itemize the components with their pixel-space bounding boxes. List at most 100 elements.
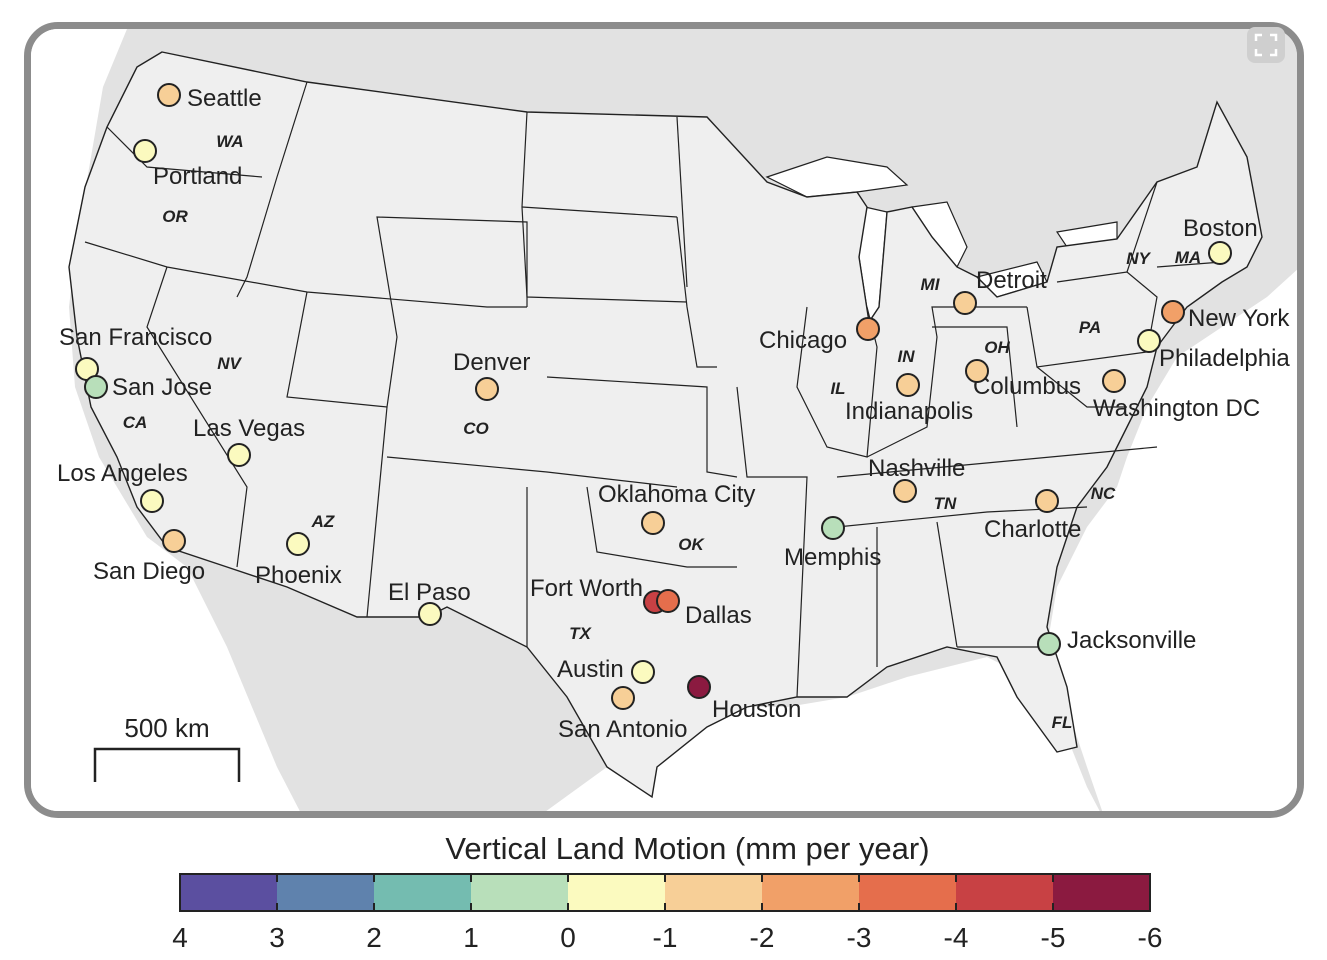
city-marker-chicago[interactable] [856, 317, 880, 341]
city-seattle[interactable]: Seattle [157, 83, 262, 112]
city-label-columbus: Columbus [973, 373, 1081, 400]
city-san-antonio[interactable]: San Antonio [558, 686, 687, 743]
city-label-san-antonio: San Antonio [558, 716, 687, 743]
city-label-portland: Portland [153, 163, 242, 190]
city-label-houston: Houston [712, 696, 801, 723]
colorbar-tick-label: -4 [943, 922, 969, 953]
city-san-francisco[interactable]: San Francisco [59, 324, 212, 381]
city-marker-houston[interactable] [687, 675, 711, 699]
city-marker-boston[interactable] [1208, 241, 1232, 265]
city-new-york[interactable]: New York [1161, 300, 1290, 332]
state-label-il: IL [830, 379, 845, 398]
city-marker-jacksonville[interactable] [1037, 632, 1061, 656]
scale-bar: 500 km [93, 713, 241, 782]
city-nashville[interactable]: Nashville [868, 455, 965, 503]
city-marker-san-antonio[interactable] [611, 686, 635, 710]
city-marker-nashville[interactable] [893, 479, 917, 503]
city-austin[interactable]: Austin [557, 656, 655, 684]
state-label-pa: PA [1079, 318, 1101, 337]
city-detroit[interactable]: Detroit [953, 267, 1047, 315]
city-label-chicago: Chicago [759, 327, 847, 354]
colorbar-bin-7 [859, 874, 956, 911]
state-label-tx: TX [569, 624, 592, 643]
state-label-ca: CA [123, 413, 148, 432]
state-label-nv: NV [217, 354, 242, 373]
map-canvas: 500 km WA OR CA NV AZ CO TX OK IL IN MI OH PA NY MA TN N… [31, 29, 1297, 811]
city-marker-dallas[interactable] [656, 589, 680, 613]
city-dallas[interactable]: Dallas [656, 589, 752, 629]
city-boston[interactable]: Boston [1183, 215, 1258, 265]
state-label-ma: MA [1175, 248, 1201, 267]
city-houston[interactable]: Houston [687, 675, 801, 723]
city-label-charlotte: Charlotte [984, 516, 1081, 543]
colorbar-tick-label: -5 [1040, 922, 1066, 953]
city-label-san-francisco: San Francisco [59, 324, 212, 351]
city-jacksonville[interactable]: Jacksonville [1037, 627, 1196, 656]
colorbar-bin-9 [1053, 874, 1150, 911]
city-denver[interactable]: Denver [453, 349, 530, 401]
city-marker-san-diego[interactable] [162, 529, 186, 553]
city-label-dallas: Dallas [685, 602, 752, 629]
colorbar-tick-label: 3 [269, 922, 285, 953]
city-label-austin: Austin [557, 656, 624, 683]
fullscreen-button[interactable] [1247, 27, 1285, 63]
city-washington-dc[interactable]: Washington DC [1093, 369, 1260, 422]
state-label-or: OR [162, 207, 188, 226]
city-san-jose[interactable]: San Jose [84, 374, 212, 401]
city-indianapolis[interactable]: Indianapolis [845, 373, 973, 425]
scale-bar-label: 500 km [124, 713, 209, 743]
city-philadelphia[interactable]: Philadelphia [1137, 329, 1290, 372]
city-label-denver: Denver [453, 349, 530, 376]
city-marker-columbus[interactable] [965, 359, 989, 383]
city-marker-oklahoma-city[interactable] [641, 511, 665, 535]
city-label-san-diego: San Diego [93, 558, 205, 585]
city-san-diego[interactable]: San Diego [93, 529, 205, 585]
colorbar-bin-5 [665, 874, 762, 911]
colorbar-tick-label: 2 [366, 922, 382, 953]
city-label-phoenix: Phoenix [255, 562, 342, 589]
city-marker-detroit[interactable] [953, 291, 977, 315]
city-los-angeles[interactable]: Los Angeles [57, 460, 188, 513]
city-label-fort-worth: Fort Worth [530, 575, 643, 602]
city-chicago[interactable]: Chicago [759, 317, 880, 354]
city-marker-las-vegas[interactable] [227, 443, 251, 467]
city-marker-austin[interactable] [631, 660, 655, 684]
city-las-vegas[interactable]: Las Vegas [193, 415, 305, 467]
city-marker-memphis[interactable] [821, 516, 845, 540]
city-charlotte[interactable]: Charlotte [984, 489, 1081, 543]
city-marker-seattle[interactable] [157, 83, 181, 107]
city-marker-phoenix[interactable] [286, 532, 310, 556]
city-oklahoma-city[interactable]: Oklahoma City [598, 481, 755, 535]
city-marker-san-jose[interactable] [84, 375, 108, 399]
colorbar-tick-label: -6 [1137, 922, 1163, 953]
city-marker-portland[interactable] [133, 139, 157, 163]
city-marker-washington-dc[interactable] [1102, 369, 1126, 393]
city-marker-denver[interactable] [475, 377, 499, 401]
city-el-paso[interactable]: El Paso [388, 579, 471, 626]
city-marker-philadelphia[interactable] [1137, 329, 1161, 353]
city-label-memphis: Memphis [784, 544, 881, 571]
colorbar-bin-8 [956, 874, 1053, 911]
state-label-ny: NY [1126, 249, 1151, 268]
atlantic-ocean [1047, 269, 1297, 811]
state-label-tn: TN [934, 494, 957, 513]
state-label-oh: OH [984, 338, 1010, 357]
city-columbus[interactable]: Columbus [965, 359, 1081, 400]
city-marker-indianapolis[interactable] [896, 373, 920, 397]
pacific-ocean [31, 29, 300, 811]
city-marker-new-york[interactable] [1161, 300, 1185, 324]
city-portland[interactable]: Portland [133, 139, 242, 190]
state-label-mi: MI [921, 275, 941, 294]
city-label-jacksonville: Jacksonville [1067, 627, 1196, 654]
city-marker-los-angeles[interactable] [140, 489, 164, 513]
expand-icon [1254, 33, 1278, 57]
colorbar-tick-label: -2 [749, 922, 775, 953]
city-phoenix[interactable]: Phoenix [255, 532, 342, 589]
city-memphis[interactable]: Memphis [784, 516, 881, 571]
city-label-new-york: New York [1188, 305, 1290, 332]
state-label-co: CO [463, 419, 489, 438]
state-label-wa: WA [216, 132, 243, 151]
city-marker-el-paso[interactable] [418, 602, 442, 626]
city-marker-charlotte[interactable] [1035, 489, 1059, 513]
state-label-fl: FL [1052, 713, 1073, 732]
